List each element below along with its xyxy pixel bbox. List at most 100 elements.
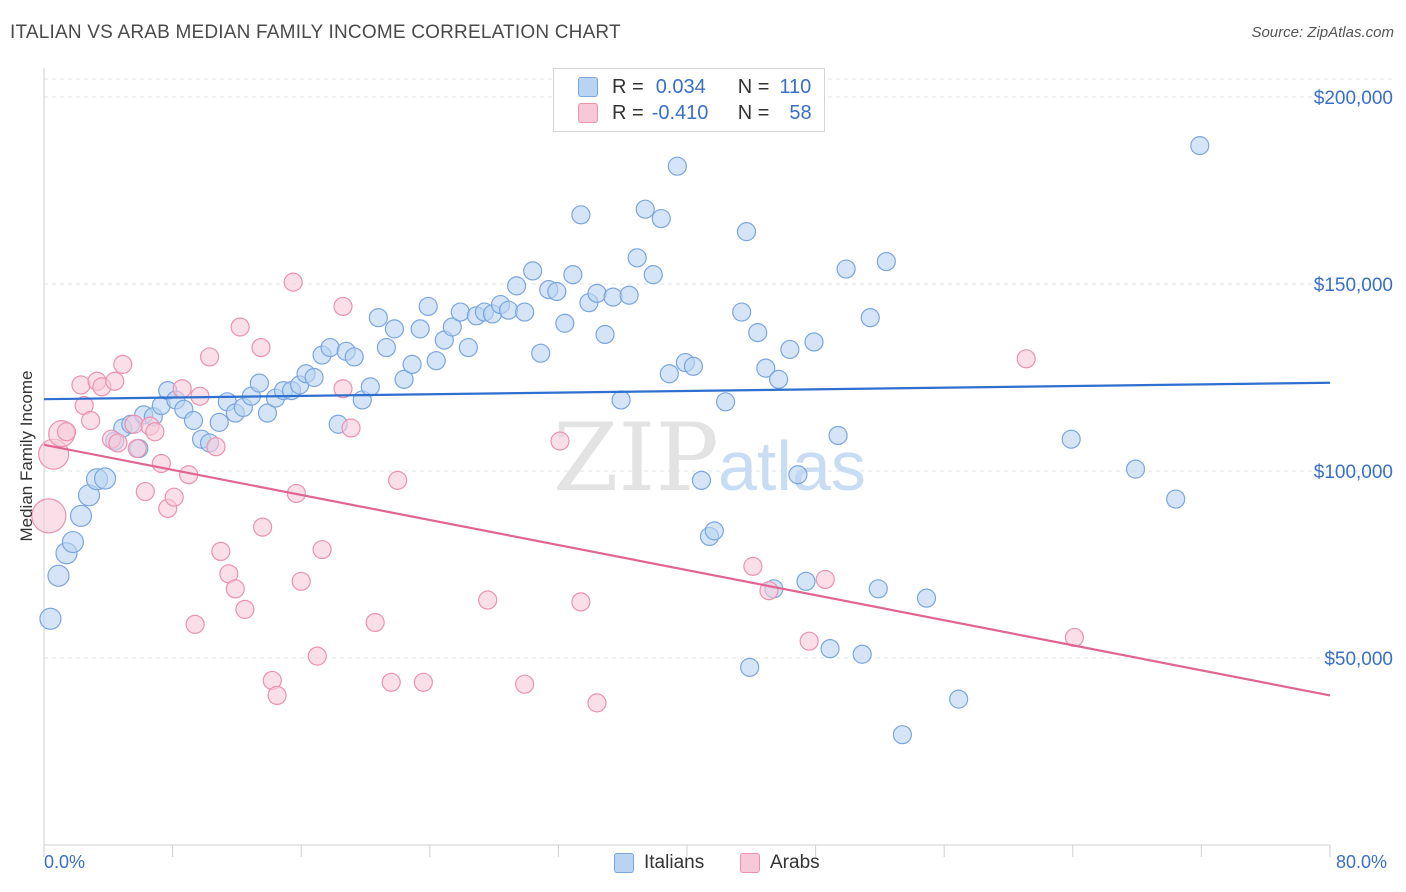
arabs-trend-line <box>43 443 1331 697</box>
italian-point <box>450 302 470 322</box>
italian-point <box>587 283 607 303</box>
data-points <box>31 136 1210 745</box>
italian-point <box>1190 136 1210 156</box>
stats-legend: R = 0.034 N = 110 R = -0.410 N = 58 <box>553 68 825 132</box>
italian-point <box>320 337 340 358</box>
italians-swatch <box>578 77 598 97</box>
legend-row-arabs: R = -0.410 N = 58 <box>578 101 812 125</box>
italian-point <box>627 248 647 268</box>
italian-point <box>748 323 768 343</box>
italian-point <box>183 410 204 431</box>
grid-lines <box>44 78 1395 659</box>
legend-row-italians: R = 0.034 N = 110 <box>578 75 811 99</box>
legend-item-arabs[interactable]: Arabs <box>740 852 820 874</box>
italian-point <box>788 465 808 485</box>
y-tick-label: $200,000 <box>1314 88 1393 109</box>
legend-item-italians[interactable]: Italians <box>614 852 704 874</box>
italian-point <box>1166 489 1186 509</box>
italian-point <box>523 261 543 281</box>
italian-point <box>780 339 800 360</box>
legend-r-label: R = <box>612 75 644 98</box>
italian-point <box>595 324 615 345</box>
arab-point <box>124 414 144 434</box>
italian-point <box>1125 459 1146 479</box>
italian-point <box>860 308 880 328</box>
arab-point <box>478 590 498 610</box>
arabs-swatch <box>578 103 598 123</box>
italian-point <box>892 725 913 745</box>
arab-point <box>164 487 184 507</box>
arab-point <box>135 481 155 502</box>
legend-label-arabs: Arabs <box>770 852 820 873</box>
italian-point <box>418 296 438 317</box>
italian-point <box>659 364 679 384</box>
arab-point <box>341 418 361 438</box>
watermark: ZIP atlas <box>553 404 866 513</box>
arab-point <box>283 272 303 292</box>
arab-point <box>815 569 835 590</box>
legend-r-label: R = <box>612 101 644 124</box>
arab-point <box>307 646 327 666</box>
italian-point <box>949 689 969 709</box>
series-legend: Italians Arabs <box>0 852 1406 876</box>
italian-point <box>209 412 229 432</box>
italian-point <box>619 285 639 305</box>
arab-point <box>333 379 353 399</box>
italian-point <box>507 276 527 296</box>
italian-point <box>651 208 671 229</box>
italian-point <box>756 358 776 378</box>
italian-point <box>820 639 840 659</box>
italian-point <box>916 588 937 608</box>
arab-point <box>251 337 271 358</box>
arab-point <box>81 410 101 431</box>
arab-point <box>799 631 819 651</box>
arab-point <box>312 539 332 560</box>
arab-point <box>1016 349 1036 369</box>
italian-point <box>69 504 93 527</box>
italian-point <box>555 313 575 333</box>
arab-point <box>253 517 273 537</box>
y-tick-label: $100,000 <box>1314 462 1393 483</box>
legend-n-value: 58 <box>789 101 812 124</box>
italian-point <box>344 347 364 367</box>
arab-point <box>145 422 165 442</box>
arab-point <box>56 422 77 442</box>
italian-point <box>635 199 655 219</box>
arab-point <box>211 541 231 562</box>
arab-point <box>185 614 205 634</box>
italian-point <box>828 425 848 446</box>
arab-point <box>743 556 763 576</box>
arab-point <box>515 674 535 694</box>
italians-swatch <box>614 853 634 873</box>
italian-point <box>852 644 872 664</box>
italian-point <box>547 281 567 302</box>
italian-point <box>515 302 535 322</box>
arab-point <box>365 612 385 633</box>
arab-point <box>71 375 91 395</box>
arab-point <box>172 379 192 399</box>
source-credit: Source: ZipAtlas.com <box>1251 24 1394 41</box>
italian-point <box>868 579 888 599</box>
italian-point <box>360 377 380 397</box>
italian-point <box>571 205 591 225</box>
arab-point <box>113 354 133 375</box>
italian-point <box>249 373 270 393</box>
arab-point <box>388 470 408 490</box>
arab-point <box>108 433 128 453</box>
y-tick-labels: $50,000 $100,000 $150,000 $200,000 <box>1314 88 1393 670</box>
legend-n-label: N = <box>737 75 770 98</box>
italian-point <box>304 367 324 388</box>
italian-point <box>93 467 117 490</box>
italian-point <box>384 319 405 339</box>
italian-point <box>683 356 704 376</box>
italian-point <box>769 369 789 389</box>
watermark-zip: ZIP <box>553 404 719 513</box>
legend-label-italians: Italians <box>644 852 705 873</box>
arab-point <box>127 438 147 459</box>
arab-point <box>230 317 250 337</box>
legend-n-value: 110 <box>779 75 812 98</box>
arab-point <box>206 437 226 457</box>
arabs-swatch <box>740 853 760 873</box>
italian-point <box>61 530 85 554</box>
